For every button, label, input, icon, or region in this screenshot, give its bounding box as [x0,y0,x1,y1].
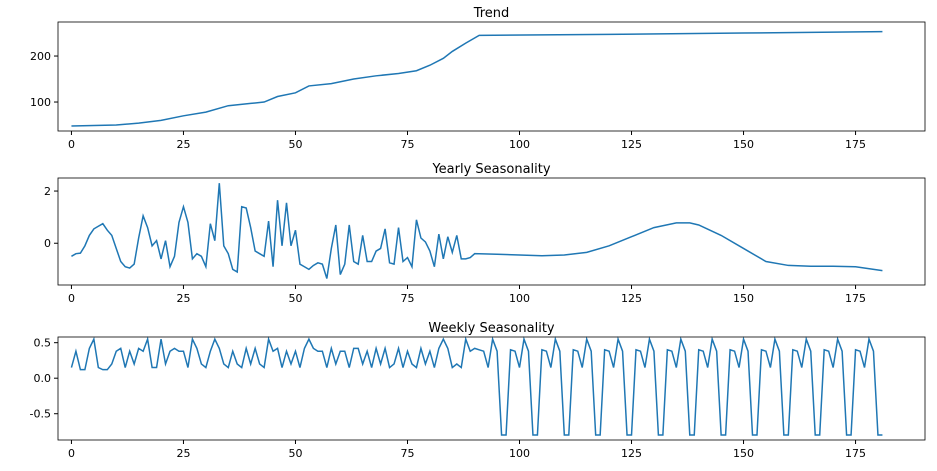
y-tick-label: 200 [30,50,51,63]
x-tick-label: 100 [509,292,530,305]
line [71,30,883,127]
x-tick-label: 150 [733,292,754,305]
axes-frame [57,177,926,286]
x-tick-label: 125 [621,447,642,460]
x-tick-label: 75 [400,447,414,460]
line [70,336,883,436]
x-tick-label: 25 [176,138,190,151]
x-tick-label: 75 [400,292,414,305]
x-tick-label: 0 [68,138,75,151]
chart-title: Trend [473,6,510,21]
x-tick-label: 175 [845,447,866,460]
x-tick-label: 150 [733,447,754,460]
y-tick-label: 0 [44,237,51,250]
x-tick-label: 175 [845,292,866,305]
line [71,183,883,279]
y-tick-label: 2 [44,185,51,198]
x-tick-label: 50 [288,447,302,460]
x-tick-label: 0 [68,447,75,460]
x-tick-label: 25 [176,292,190,305]
chart-title: Yearly Seasonality [431,162,550,177]
x-tick-label: 175 [845,138,866,151]
x-tick-label: 75 [400,138,414,151]
x-tick-label: 125 [621,138,642,151]
y-tick-label: 0.0 [34,372,52,385]
x-tick-label: 50 [288,138,302,151]
chart-title: Weekly Seasonality [428,321,555,336]
x-tick-label: 0 [68,292,75,305]
x-tick-label: 25 [176,447,190,460]
y-tick-label: 0.5 [34,337,52,350]
x-tick-label: 150 [733,138,754,151]
x-tick-label: 100 [509,138,530,151]
x-tick-label: 100 [509,447,530,460]
y-tick-label: 100 [30,96,51,109]
axes-frame [57,21,926,132]
x-tick-label: 125 [621,292,642,305]
x-tick-label: 50 [288,292,302,305]
axes-frame [57,336,926,441]
y-tick-label: -0.5 [30,408,51,421]
